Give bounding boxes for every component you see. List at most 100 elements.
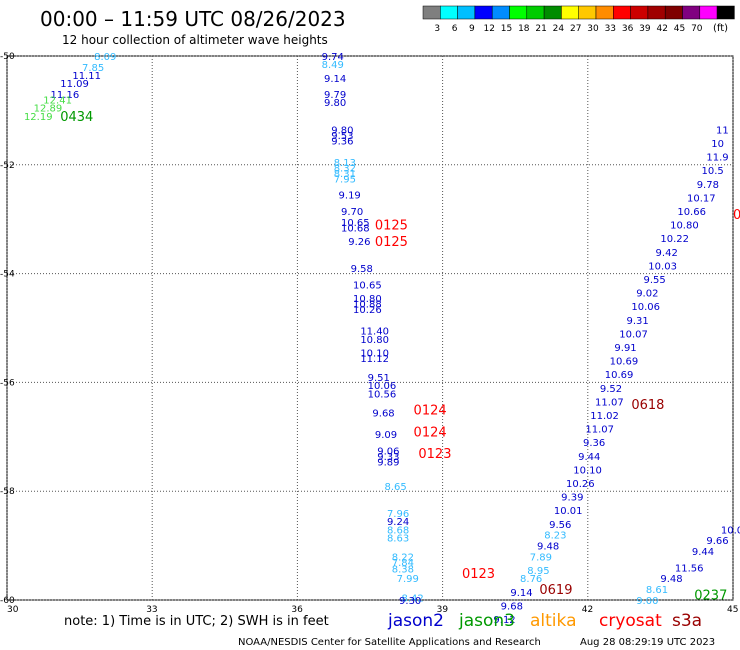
swh-value: 8.13: [334, 158, 356, 169]
swh-value: 7.99: [397, 574, 419, 585]
swh-value: 11.07: [595, 397, 624, 408]
swh-value: 9.02: [636, 289, 658, 300]
swh-value: 10.06: [631, 302, 660, 313]
swh-value: 10.69: [610, 357, 639, 368]
swh-value: 8.76: [520, 574, 542, 585]
footer-credit: NOAA/NESDIS Center for Satellite Applica…: [238, 637, 541, 648]
swh-value: 9.89: [377, 457, 399, 468]
swh-value: 9.00: [636, 596, 658, 607]
grid-lines: [6, 55, 734, 601]
swh-value: 10.0: [721, 525, 740, 536]
colorbar-label: 21: [535, 24, 546, 34]
x-tick-label: 39: [437, 605, 449, 615]
swh-value: 8.09: [94, 52, 116, 63]
x-tick-label: 45: [727, 605, 738, 615]
swh-value: 8.65: [385, 482, 407, 493]
colorbar-label: 30: [587, 24, 599, 34]
track-time-label: 0619: [539, 583, 572, 598]
colorbar-swatch: [716, 5, 735, 20]
swh-value: 11.56: [675, 563, 704, 574]
x-axis: 30 33 36 39 42 45: [7, 605, 738, 615]
y-tick-label: -56: [0, 378, 15, 388]
colorbar-label: 36: [622, 24, 634, 34]
track-time-label: 0123: [462, 567, 495, 582]
footer-timestamp: Aug 28 08:29:19 UTC 2023: [580, 637, 715, 648]
swh-value: 9.58: [351, 264, 373, 275]
swh-value: 8.49: [322, 60, 344, 71]
colorbar-swatch: [440, 5, 458, 20]
swh-value: 10.80: [353, 294, 382, 305]
satellite-legend-entry: jason2: [387, 611, 444, 631]
colorbar-swatch: [682, 5, 701, 20]
swh-value: 11.16: [51, 90, 80, 101]
swh-value: 8.63: [387, 533, 409, 544]
swh-value: 7.96: [387, 509, 409, 520]
swh-value: 10.06: [368, 381, 397, 392]
swh-value: 9.14: [324, 74, 346, 85]
swh-value: 9.79: [324, 90, 346, 101]
swh-value: 10.17: [687, 193, 716, 204]
colorbar-swatch: [509, 5, 528, 20]
track-time-label: 0618: [631, 398, 664, 413]
swh-value: 11.07: [585, 425, 614, 436]
colorbar-label: 24: [553, 24, 565, 34]
swh-value: 10.69: [605, 370, 634, 381]
y-tick-label: -60: [0, 596, 15, 606]
swh-value: 10.80: [670, 221, 699, 232]
swh-value: 9.56: [549, 520, 571, 531]
swh-value: 11.02: [590, 411, 619, 422]
colorbar-swatch: [457, 5, 476, 20]
swh-value: 10.68: [341, 223, 370, 234]
colorbar-swatch: [526, 5, 545, 20]
colorbar-label: 18: [518, 24, 530, 34]
y-axis: -50 -52 -54 -56 -58 -60: [0, 52, 15, 606]
swh-value: 8.38: [392, 564, 414, 575]
colorbar: [422, 5, 735, 20]
x-tick-label: 36: [291, 605, 303, 615]
colorbar-swatch: [578, 5, 597, 20]
colorbar-label: 6: [452, 24, 458, 34]
y-tick-label: -50: [0, 52, 15, 62]
swh-value: 8.22: [392, 552, 414, 563]
swh-value: 8.42: [401, 593, 423, 604]
swh-value: 9.68: [372, 408, 394, 419]
swh-value: 9.12: [493, 615, 515, 626]
colorbar-swatch: [595, 5, 614, 20]
swh-value: 9.44: [692, 547, 714, 558]
track-time-label: 0237: [694, 589, 727, 604]
swh-value: 10.66: [677, 207, 706, 218]
x-tick-label: 30: [7, 605, 19, 615]
swh-value: 9.74: [322, 52, 344, 63]
swh-value: 11.11: [72, 71, 101, 82]
swh-value: 7.95: [334, 174, 356, 185]
footer-note: note: 1) Time is in UTC; 2) SWH is in fe…: [64, 614, 329, 629]
swh-value: 7.85: [82, 63, 104, 74]
swh-value: 8.61: [646, 585, 668, 596]
swh-value: 9.42: [656, 248, 678, 259]
swh-value: 9.91: [614, 343, 636, 354]
colorbar-swatch: [561, 5, 579, 20]
colorbar-swatch: [699, 5, 718, 20]
swh-value: 10.80: [360, 335, 389, 346]
chart-title: 00:00 – 11:59 UTC 08/26/2023: [40, 7, 346, 31]
track-time-label: 0: [733, 208, 740, 223]
swh-value: 9.48: [660, 574, 682, 585]
swh-value: 12.41: [43, 96, 72, 107]
swh-value: 9.06: [377, 446, 399, 457]
y-tick-label: -58: [0, 487, 15, 497]
swh-value: 10: [711, 139, 724, 150]
swh-value: 12.89: [34, 104, 63, 115]
swh-value: 10.26: [566, 479, 595, 490]
satellite-legend-entry: cryosat: [599, 611, 662, 631]
swh-value: 11.40: [360, 327, 389, 338]
swh-value: 10.88: [353, 300, 382, 311]
swh-value: 10.01: [554, 506, 583, 517]
colorbar-label: 12: [483, 24, 494, 34]
swh-value: 10.03: [648, 261, 677, 272]
swh-value: 9.36: [331, 136, 353, 147]
swh-value: 9.09: [375, 430, 397, 441]
swh-value: 9.70: [341, 207, 363, 218]
colorbar-label: 39: [639, 24, 651, 34]
